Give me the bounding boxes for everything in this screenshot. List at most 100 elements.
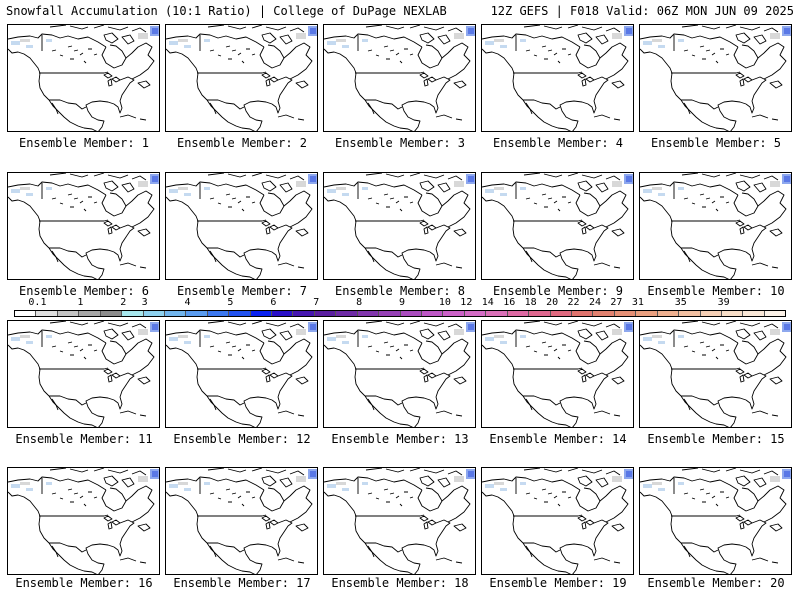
colorbar-swatch [571, 311, 594, 316]
colorbar-swatch [79, 311, 101, 316]
ensemble-map-panel [165, 467, 318, 575]
colorbar-swatch [164, 311, 187, 316]
colorbar-swatch [57, 311, 80, 316]
colorbar [14, 310, 786, 317]
colorbar-swatch [229, 311, 251, 316]
colorbar-tick-label: 16 [503, 297, 516, 308]
ensemble-map-panel [639, 24, 792, 132]
ensemble-map-panel [323, 320, 476, 428]
colorbar-tick-label: 10 [438, 297, 451, 308]
ensemble-map-panel [7, 24, 160, 132]
colorbar-labels: 0.1 1 2 3 4 5 6 7 8 9 10 12 14 16 18 20 22 24 27 31 35 39 [14, 297, 786, 309]
ensemble-map-panel [7, 172, 160, 280]
ensemble-member-label: Ensemble Member: 1 [18, 136, 150, 150]
colorbar-tick-label: 14 [481, 297, 494, 308]
colorbar-swatch [636, 311, 658, 316]
colorbar-swatch [143, 311, 165, 316]
colorbar-swatch [336, 311, 358, 316]
ensemble-map-panel [165, 320, 318, 428]
colorbar-swatch [379, 311, 401, 316]
ensemble-map-panel [481, 320, 634, 428]
colorbar-tick-label: 18 [524, 297, 537, 308]
ensemble-member-label: Ensemble Member: 17 [173, 576, 311, 590]
colorbar-tick-label: 2 [120, 297, 127, 308]
colorbar-tick-label: 6 [270, 297, 277, 308]
colorbar-tick-label: 31 [631, 297, 644, 308]
colorbar-swatch [721, 311, 744, 316]
colorbar-tick-label: 8 [356, 297, 363, 308]
colorbar-swatch [593, 311, 615, 316]
colorbar-tick-label: 35 [674, 297, 687, 308]
colorbar-swatch [15, 311, 37, 316]
ensemble-member-label: Ensemble Member: 6 [18, 284, 150, 298]
ensemble-member-label: Ensemble Member: 7 [176, 284, 308, 298]
colorbar-swatch [186, 311, 208, 316]
colorbar-tick-label: 9 [398, 297, 406, 308]
colorbar-swatch [422, 311, 444, 316]
colorbar-tick-label: 3 [141, 297, 148, 308]
colorbar-tick-label: 39 [717, 297, 730, 308]
ensemble-member-label: Ensemble Member: 18 [331, 576, 469, 590]
ensemble-member-label: Ensemble Member: 10 [647, 284, 785, 298]
ensemble-member-label: Ensemble Member: 19 [489, 576, 627, 590]
ensemble-map-panel [323, 24, 476, 132]
colorbar-swatch [272, 311, 294, 316]
colorbar-swatch [486, 311, 508, 316]
ensemble-map-panel [7, 320, 160, 428]
colorbar-tick-label: 24 [588, 297, 602, 308]
ensemble-member-label: Ensemble Member: 15 [647, 432, 785, 446]
colorbar-swatch [657, 311, 680, 316]
ensemble-member-label: Ensemble Member: 2 [176, 136, 308, 150]
run-valid-time: 12Z GEFS | F018 Valid: 06Z MON JUN 09 20… [490, 4, 794, 18]
colorbar-swatch [314, 311, 337, 316]
colorbar-tick-label: 1 [77, 297, 84, 308]
colorbar-swatch [529, 311, 551, 316]
colorbar-tick-label: 0.1 [28, 297, 47, 308]
colorbar-swatch [700, 311, 722, 316]
ensemble-map-panel [639, 172, 792, 280]
ensemble-map-panel [7, 467, 160, 575]
product-title: Snowfall Accumulation (10:1 Ratio) | Col… [6, 4, 447, 18]
colorbar-swatch [507, 311, 530, 316]
colorbar-tick-label: 27 [610, 297, 623, 308]
ensemble-map-panel [481, 24, 634, 132]
colorbar-tick-label: 20 [546, 297, 559, 308]
colorbar-swatch [464, 311, 487, 316]
colorbar-swatch [122, 311, 144, 316]
ensemble-member-label: Ensemble Member: 20 [647, 576, 785, 590]
colorbar-swatch [614, 311, 637, 316]
colorbar-swatch [400, 311, 423, 316]
colorbar-swatch [443, 311, 465, 316]
ensemble-member-label: Ensemble Member: 3 [334, 136, 466, 150]
colorbar-tick-label: 12 [460, 297, 473, 308]
ensemble-member-label: Ensemble Member: 5 [650, 136, 782, 150]
colorbar-swatch [100, 311, 123, 316]
header: Snowfall Accumulation (10:1 Ratio) | Col… [0, 0, 800, 22]
colorbar-tick-label: 7 [313, 297, 320, 308]
ensemble-member-label: Ensemble Member: 4 [492, 136, 624, 150]
ensemble-member-label: Ensemble Member: 16 [15, 576, 153, 590]
colorbar-tick-label: 4 [184, 297, 191, 308]
ensemble-member-label: Ensemble Member: 9 [492, 284, 624, 298]
colorbar-swatch [250, 311, 273, 316]
ensemble-member-label: Ensemble Member: 13 [331, 432, 469, 446]
ensemble-member-label: Ensemble Member: 12 [173, 432, 311, 446]
ensemble-map-panel [481, 467, 634, 575]
colorbar-swatch [36, 311, 58, 316]
colorbar-swatch [207, 311, 230, 316]
ensemble-member-label: Ensemble Member: 14 [489, 432, 627, 446]
colorbar-swatch [550, 311, 572, 316]
ensemble-map-panel [323, 172, 476, 280]
colorbar-swatch [764, 311, 786, 316]
ensemble-map-panel [323, 467, 476, 575]
ensemble-member-label: Ensemble Member: 8 [334, 284, 466, 298]
ensemble-map-panel [639, 320, 792, 428]
ensemble-map-panel [481, 172, 634, 280]
colorbar-tick-label: 5 [227, 297, 234, 308]
ensemble-map-panel [639, 467, 792, 575]
ensemble-member-label: Ensemble Member: 11 [15, 432, 153, 446]
ensemble-map-panel [165, 172, 318, 280]
colorbar-tick-label: 22 [567, 297, 580, 308]
colorbar-swatch [679, 311, 701, 316]
colorbar-swatch [743, 311, 765, 316]
